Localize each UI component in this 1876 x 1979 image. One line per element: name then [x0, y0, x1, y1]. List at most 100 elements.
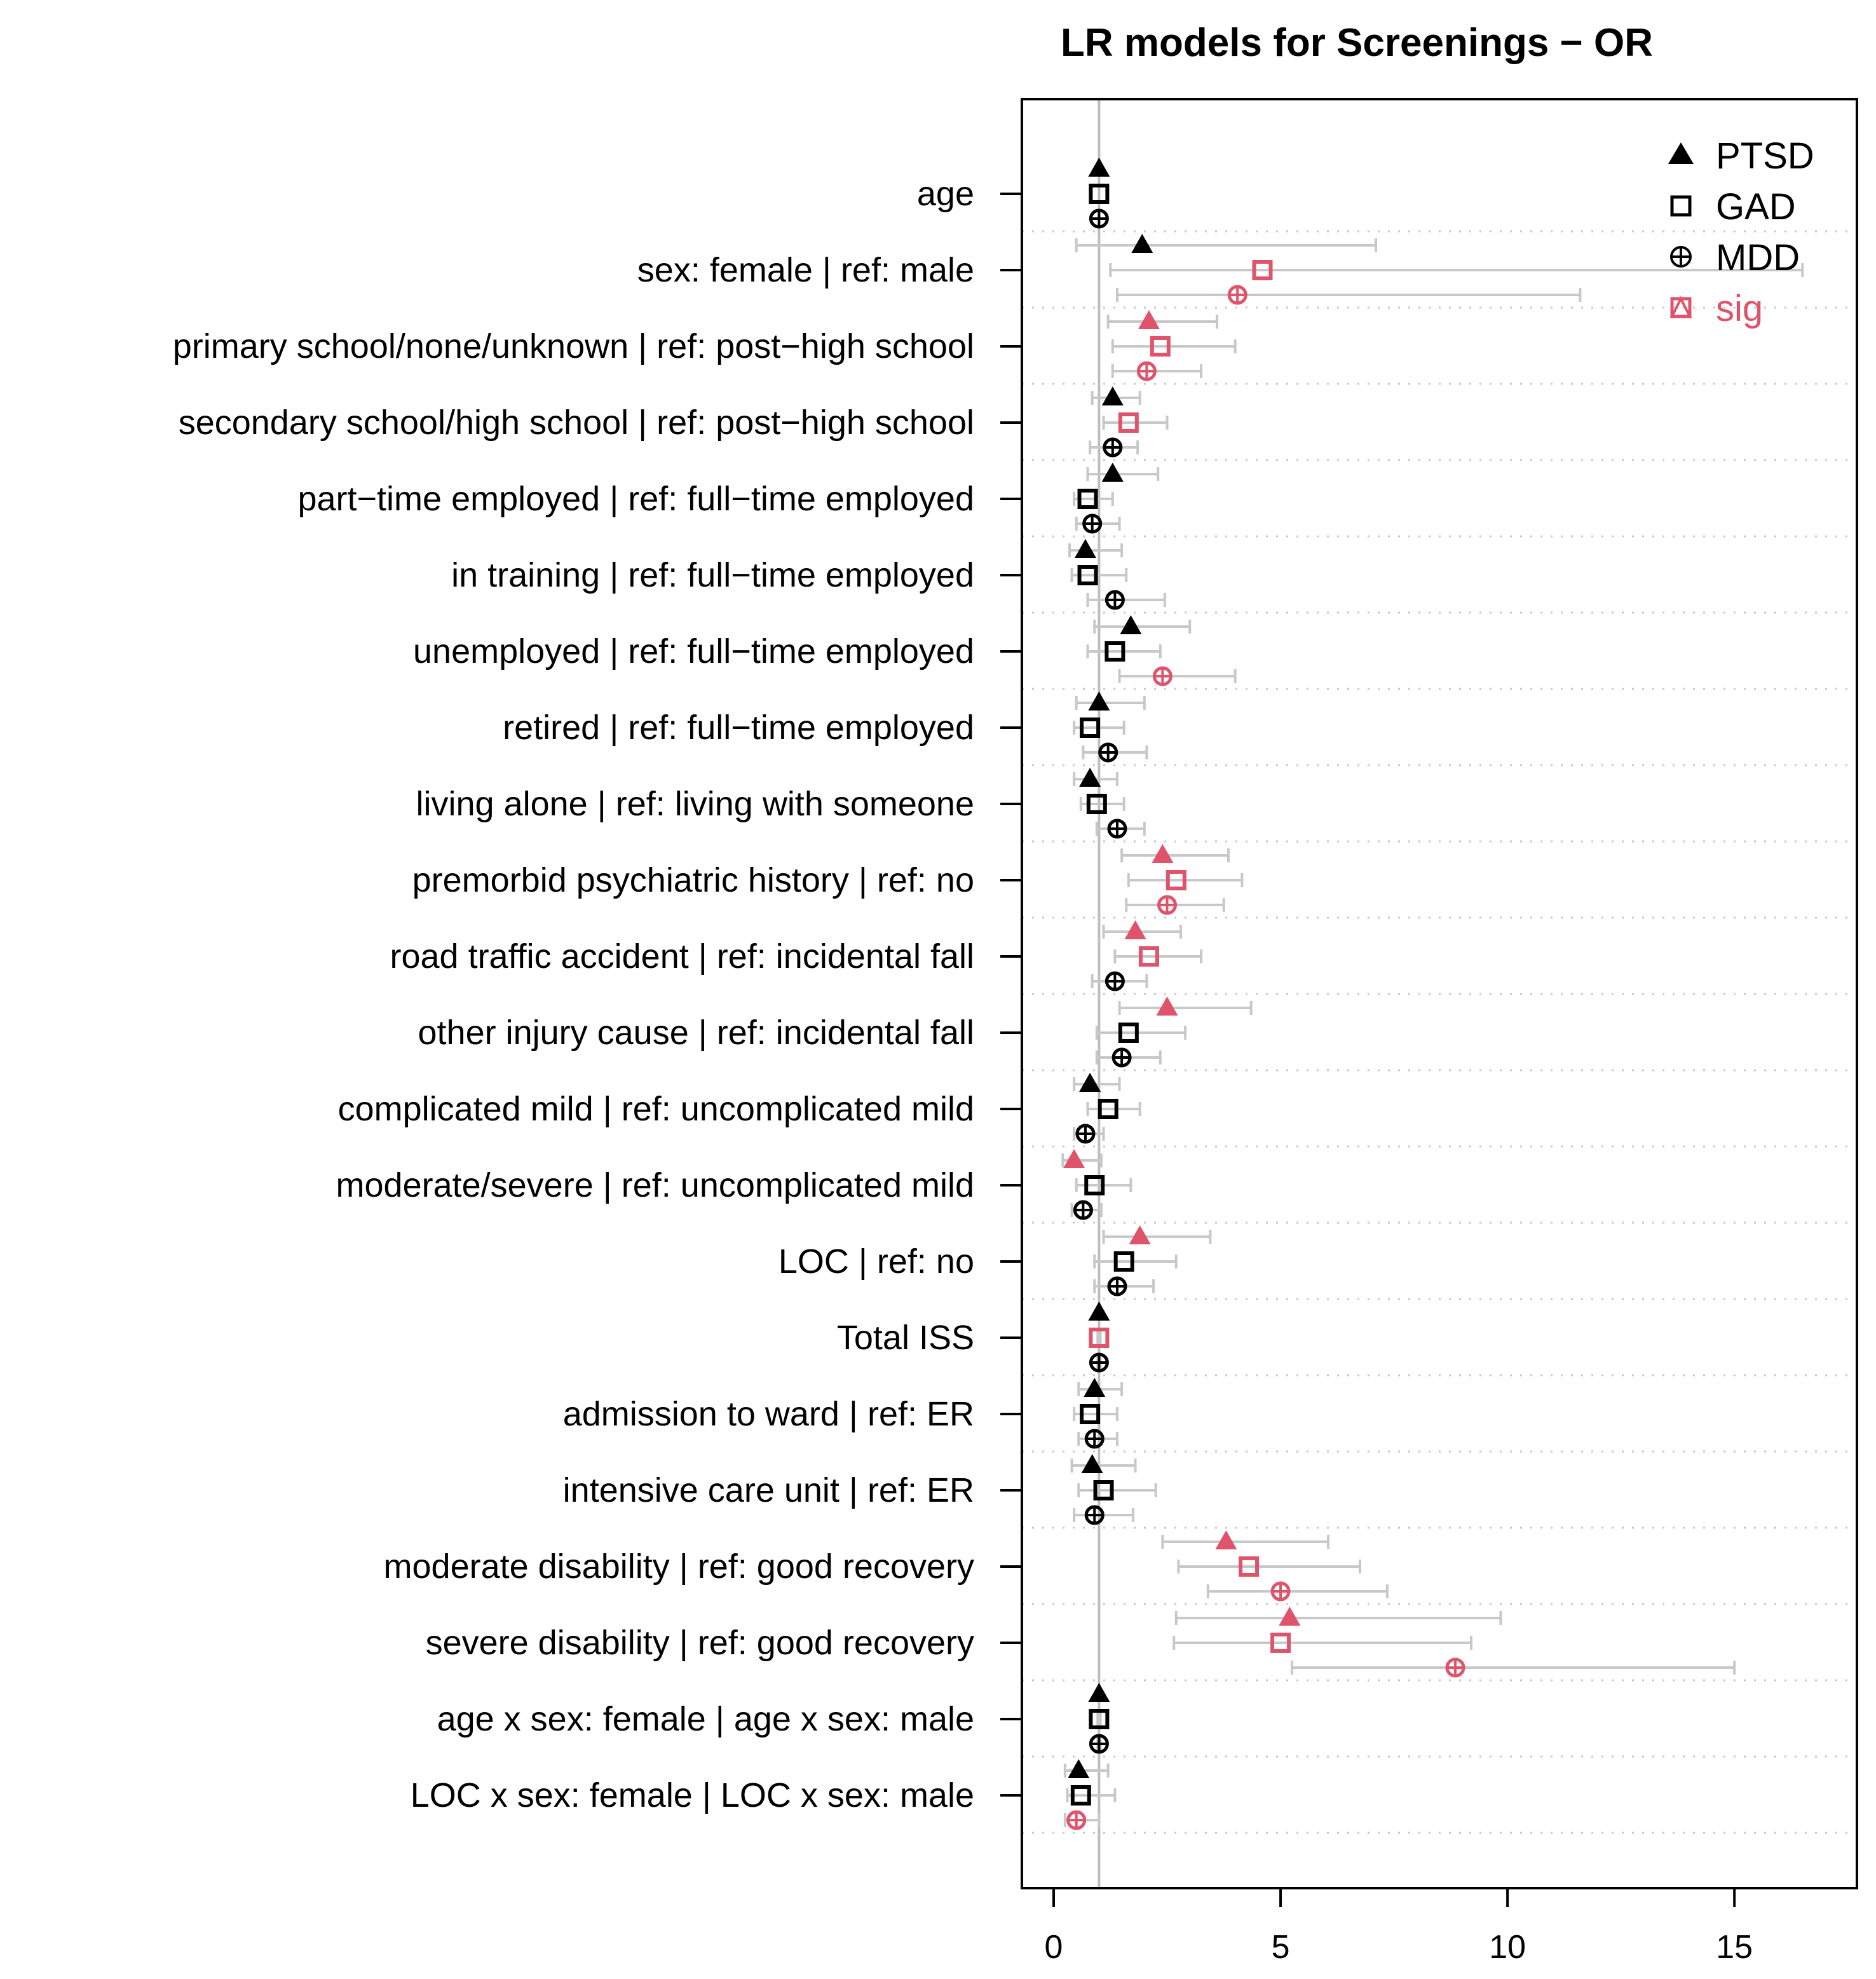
gad-marker — [1113, 1251, 1134, 1272]
ci-bar — [1096, 1712, 1102, 1726]
ci-bar — [1095, 1026, 1187, 1040]
gad-marker — [1086, 794, 1107, 814]
ci-bar — [1086, 467, 1160, 481]
y-tick-label: premorbid psychiatric history | ref: no — [412, 861, 974, 899]
ci-bar — [1118, 1001, 1253, 1015]
mdd-marker — [1098, 742, 1118, 763]
y-tick-label: intensive care unit | ref: ER — [563, 1471, 974, 1509]
y-tick-label: LOC x sex: female | LOC x sex: male — [411, 1776, 974, 1814]
gad-marker — [1098, 1099, 1118, 1119]
gad-marker — [1105, 641, 1125, 662]
y-tick-label: severe disability | ref: good recovery — [426, 1624, 974, 1662]
ptsd-marker — [1063, 1149, 1085, 1168]
chart-title: LR models for Screenings − OR — [1061, 21, 1653, 65]
ptsd-marker — [1079, 1073, 1101, 1092]
ci-bar — [1066, 1788, 1117, 1802]
ptsd-marker — [1129, 1225, 1151, 1244]
mdd-marker — [1082, 513, 1103, 534]
ptsd-marker — [1079, 768, 1101, 787]
y-tick-label: unemployed | ref: full−time employed — [413, 632, 974, 670]
gad-marker — [1093, 1480, 1114, 1500]
mdd-marker — [1227, 285, 1247, 305]
ci-bar — [1177, 1560, 1362, 1574]
y-tick-label: part−time employed | ref: full−time empl… — [297, 480, 974, 518]
ci-bar — [1096, 1331, 1102, 1345]
mdd-marker — [1157, 895, 1178, 915]
circle-plus-icon — [1670, 246, 1692, 268]
gad-marker — [1077, 565, 1098, 585]
y-tick-label: secondary school/high school | ref: post… — [179, 404, 974, 442]
mdd-marker — [1105, 971, 1125, 991]
legend-item: MDD — [1670, 237, 1800, 278]
mdd-marker — [1089, 1734, 1109, 1754]
legend-label: GAD — [1716, 186, 1796, 228]
ptsd-marker — [1101, 463, 1124, 482]
mdd-marker — [1075, 1124, 1096, 1144]
ci-bar — [1073, 1077, 1121, 1091]
ci-bar — [1111, 364, 1203, 378]
y-tick-label: sex: female | ref: male — [637, 251, 974, 289]
y-tick-label: other injury cause | ref: incidental fal… — [418, 1014, 974, 1052]
y-tick-label: moderate disability | ref: good recovery — [384, 1547, 974, 1586]
gad-marker — [1070, 1785, 1091, 1806]
ptsd-marker — [1084, 1378, 1106, 1397]
ci-bar — [1102, 925, 1182, 939]
grid-layer — [1022, 99, 1857, 1888]
sig-triangle — [1669, 296, 1692, 318]
ptsd-marker — [1131, 234, 1153, 253]
mdd-marker — [1066, 1810, 1087, 1830]
ptsd-marker — [1120, 615, 1142, 634]
y-tick-label: living alone | ref: living with someone — [416, 785, 974, 823]
ci-bar — [1086, 593, 1166, 607]
ptsd-marker — [1088, 1302, 1110, 1321]
gad-marker — [1239, 1556, 1260, 1577]
mdd-marker — [1105, 590, 1125, 610]
square-icon — [1670, 195, 1692, 217]
ci-bar — [1172, 1636, 1472, 1650]
ci-bar — [1109, 263, 1804, 277]
mdd-marker — [1111, 1047, 1132, 1068]
x-tick-label: 10 — [1489, 1929, 1526, 1966]
ptsd-marker — [1124, 920, 1146, 939]
ci-bar — [1106, 315, 1219, 329]
legend-label: sig — [1716, 288, 1763, 329]
ci-bar — [1093, 1255, 1178, 1268]
legend-item: GAD — [1670, 186, 1796, 228]
mdd-marker — [1073, 1200, 1093, 1220]
mdd-marker — [1089, 1352, 1109, 1373]
marker-layer — [1063, 158, 1465, 1830]
ptsd-marker — [1074, 539, 1096, 558]
ci-bar — [1120, 848, 1230, 862]
gad-marker — [1150, 336, 1171, 357]
gad-marker — [1080, 717, 1101, 738]
ci-bar — [1174, 1611, 1502, 1625]
ci-layer — [1061, 238, 1804, 1827]
mdd-marker — [1103, 437, 1123, 458]
y-tick-label: primary school/none/unknown | ref: post−… — [173, 327, 974, 365]
ptsd-marker — [1156, 996, 1178, 1016]
ptsd-marker — [1081, 1454, 1103, 1473]
mdd-marker — [1152, 666, 1172, 686]
gad-marker — [1089, 1328, 1110, 1348]
y-tick-label: LOC | ref: no — [778, 1242, 974, 1281]
axis-layer: age sex: female | ref: male primary school… — [173, 98, 1858, 1966]
gad-marker — [1084, 1175, 1105, 1195]
y-tick-label: age x sex: female | age x sex: male — [437, 1700, 974, 1738]
ci-bar — [1086, 1102, 1141, 1116]
ci-bar — [1290, 1661, 1736, 1675]
mdd-marker — [1136, 361, 1157, 381]
gad-marker — [1252, 260, 1273, 280]
mdd-marker — [1089, 208, 1109, 229]
y-tick-label: admission to ward | ref: ER — [563, 1395, 974, 1433]
y-tick-label: road traffic accident | ref: incidental … — [390, 937, 974, 976]
y-tick-label: Total ISS — [837, 1319, 974, 1357]
ci-bar — [1118, 669, 1237, 683]
ptsd-marker — [1138, 310, 1160, 329]
gad-marker — [1118, 1023, 1139, 1043]
mdd-marker — [1084, 1429, 1105, 1449]
gad-marker — [1080, 1404, 1101, 1424]
gad-marker — [1138, 946, 1159, 967]
gad-marker — [1089, 184, 1110, 204]
y-tick-label: retired | ref: full−time employed — [503, 709, 974, 747]
